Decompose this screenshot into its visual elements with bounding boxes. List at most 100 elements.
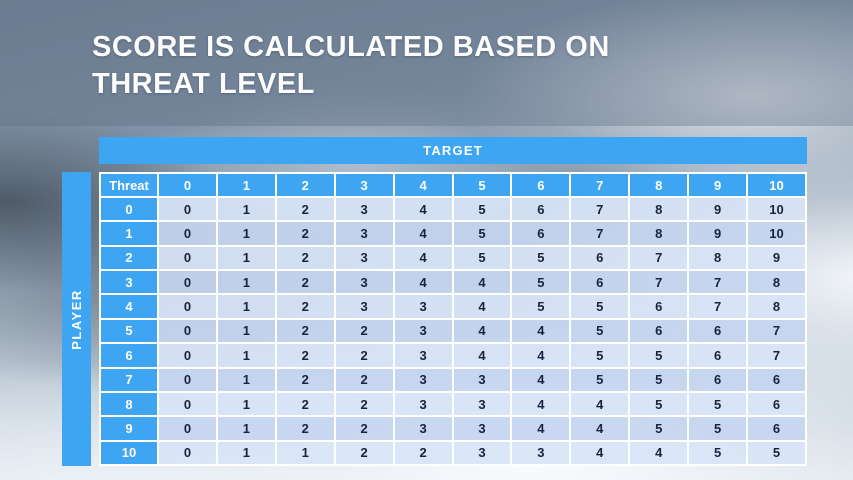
score-cell: 0 — [157, 195, 218, 223]
header-row: Threat 0 1 2 3 4 5 6 7 8 9 10 — [99, 172, 807, 198]
score-cell: 8 — [687, 244, 749, 272]
score-cell: 1 — [215, 366, 277, 393]
row-header: 6 — [99, 342, 159, 369]
score-cell: 3 — [333, 220, 395, 247]
score-cell: 2 — [274, 220, 336, 247]
score-cell: 3 — [392, 317, 454, 345]
score-cell: 0 — [157, 244, 218, 272]
score-cell: 5 — [510, 269, 572, 296]
score-cell: 8 — [746, 293, 807, 320]
column-header: 0 — [157, 172, 218, 198]
score-cell: 4 — [510, 342, 572, 369]
table-row: 10 0 1 1 2 2 3 3 4 4 5 5 — [99, 439, 807, 467]
score-cell: 5 — [569, 293, 631, 320]
column-header: 4 — [392, 172, 454, 198]
score-cell: 2 — [274, 390, 336, 418]
column-header: 5 — [451, 172, 513, 198]
score-cell: 5 — [451, 244, 513, 272]
score-cell: 2 — [333, 415, 395, 442]
score-cell: 5 — [451, 195, 513, 223]
score-cell: 6 — [569, 269, 631, 296]
score-cell: 4 — [451, 342, 513, 369]
score-cell: 3 — [333, 293, 395, 320]
score-cell: 2 — [333, 439, 395, 467]
score-cell: 2 — [333, 390, 395, 418]
score-cell: 0 — [157, 317, 218, 345]
score-cell: 3 — [451, 439, 513, 467]
score-cell: 5 — [628, 342, 690, 369]
score-cell: 5 — [628, 390, 690, 418]
score-cell: 2 — [333, 342, 395, 369]
score-cell: 4 — [392, 195, 454, 223]
score-cell: 1 — [274, 439, 336, 467]
title-banner: SCORE IS CALCULATED BASED ON THREAT LEVE… — [0, 0, 853, 126]
row-header: 1 — [99, 220, 159, 247]
score-cell: 7 — [687, 293, 749, 320]
score-cell: 5 — [687, 390, 749, 418]
score-cell: 5 — [569, 317, 631, 345]
column-header: 8 — [628, 172, 690, 198]
score-cell: 4 — [510, 366, 572, 393]
score-cell: 6 — [746, 415, 807, 442]
score-cell: 4 — [510, 317, 572, 345]
score-cell: 0 — [157, 390, 218, 418]
score-cell: 1 — [215, 269, 277, 296]
score-cell: 6 — [687, 366, 749, 393]
page-title-line1: SCORE IS CALCULATED BASED ON — [92, 31, 610, 63]
column-header: 2 — [274, 172, 336, 198]
score-cell: 3 — [333, 269, 395, 296]
score-cell: 2 — [274, 293, 336, 320]
score-cell: 6 — [510, 195, 572, 223]
row-header: 9 — [99, 415, 159, 442]
score-cell: 0 — [157, 366, 218, 393]
score-cell: 7 — [746, 317, 807, 345]
score-table-head: Threat 0 1 2 3 4 5 6 7 8 9 10 — [99, 172, 807, 198]
row-header: 0 — [99, 195, 159, 223]
row-header: 8 — [99, 390, 159, 418]
column-header: 6 — [510, 172, 572, 198]
score-cell: 4 — [510, 390, 572, 418]
score-cell: 9 — [687, 195, 749, 223]
row-header: 3 — [99, 269, 159, 296]
score-cell: 3 — [451, 366, 513, 393]
score-cell: 6 — [628, 293, 690, 320]
score-cell: 4 — [569, 415, 631, 442]
score-cell: 5 — [451, 220, 513, 247]
score-cell: 2 — [274, 415, 336, 442]
score-cell: 3 — [333, 244, 395, 272]
score-cell: 2 — [333, 366, 395, 393]
row-header: 7 — [99, 366, 159, 393]
score-cell: 6 — [746, 390, 807, 418]
score-cell: 1 — [215, 293, 277, 320]
score-cell: 5 — [687, 439, 749, 467]
score-cell: 7 — [569, 195, 631, 223]
row-header: 2 — [99, 244, 159, 272]
column-header: 7 — [569, 172, 631, 198]
score-cell: 10 — [746, 195, 807, 223]
score-cell: 8 — [746, 269, 807, 296]
score-cell: 4 — [628, 439, 690, 467]
score-cell: 3 — [510, 439, 572, 467]
table-row: 0 0 1 2 3 4 5 6 7 8 9 10 — [99, 195, 807, 223]
score-cell: 6 — [687, 342, 749, 369]
score-cell: 5 — [510, 244, 572, 272]
score-cell: 1 — [215, 342, 277, 369]
score-cell: 6 — [569, 244, 631, 272]
score-cell: 4 — [451, 293, 513, 320]
score-cell: 2 — [274, 317, 336, 345]
score-cell: 4 — [392, 244, 454, 272]
score-cell: 6 — [687, 317, 749, 345]
score-cell: 2 — [274, 269, 336, 296]
score-cell: 1 — [215, 439, 277, 467]
score-cell: 7 — [628, 269, 690, 296]
column-header: 9 — [687, 172, 749, 198]
score-cell: 0 — [157, 439, 218, 467]
score-cell: 1 — [215, 390, 277, 418]
score-cell: 5 — [628, 415, 690, 442]
